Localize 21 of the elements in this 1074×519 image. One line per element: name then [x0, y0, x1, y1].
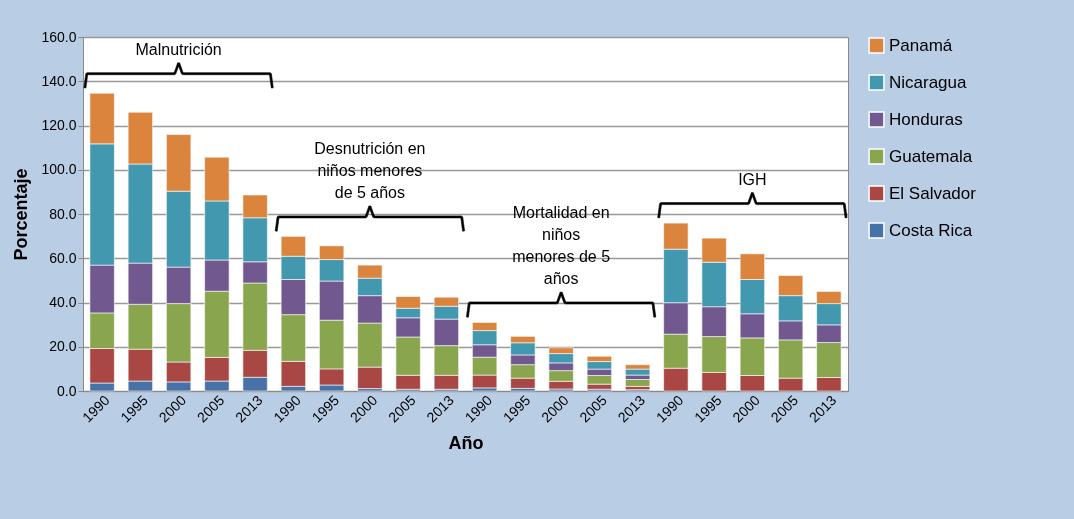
y-axis-title: Porcentaje: [11, 168, 32, 261]
legend-label: El Salvador: [889, 183, 977, 203]
y-tick-label: 80.0: [49, 205, 77, 222]
annotation: Mortalidad en niños menores de 5 años: [512, 204, 611, 288]
annotation: Malnutrición: [135, 40, 222, 58]
legend-label: Costa Rica: [889, 220, 973, 240]
y-tick-label: 100.0: [41, 161, 77, 178]
y-tick-label: 0.0: [57, 382, 77, 399]
legend-label: Panamá: [889, 35, 953, 55]
y-tick-label: 160.0: [41, 28, 77, 45]
y-tick-label: 60.0: [49, 249, 77, 266]
legend-label: Nicaragua: [889, 72, 968, 92]
legend-label: Guatemala: [889, 146, 973, 166]
annotation: Desnutrición en niños menores de 5 años: [314, 139, 426, 201]
y-tick-label: 20.0: [49, 338, 77, 355]
y-tick-label: 40.0: [49, 294, 77, 310]
x-axis-title: Año: [448, 433, 484, 454]
y-tick-label: 120.0: [41, 117, 77, 133]
y-tick-label: 140.0: [41, 72, 77, 89]
annotation: IGH: [738, 170, 767, 188]
legend-label: Honduras: [889, 109, 963, 129]
